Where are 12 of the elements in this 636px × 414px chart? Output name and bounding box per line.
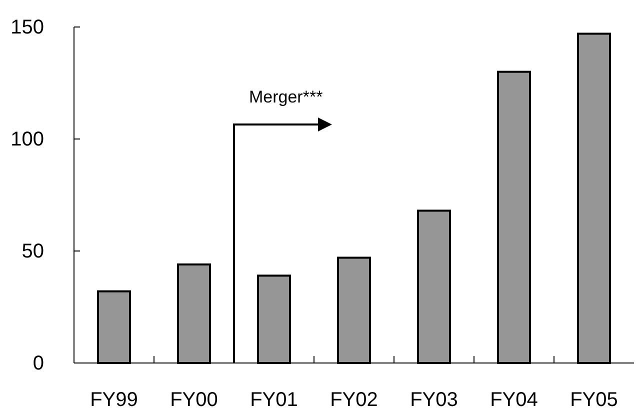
annotation: Merger*** [249, 87, 324, 106]
y-tick-label: 0 [32, 352, 44, 374]
x-tick-label: FY03 [410, 389, 458, 411]
x-tick-label: FY01 [250, 389, 298, 411]
x-tick-label: FY04 [490, 389, 538, 411]
y-tick-label: 150 [10, 16, 44, 38]
x-tick-label: FY02 [330, 389, 378, 411]
y-tick-label: 50 [22, 240, 44, 262]
x-tick-label: FY00 [170, 389, 218, 411]
y-tick-label: 100 [10, 128, 44, 150]
x-tick-label: FY99 [90, 389, 138, 411]
x-tick-label: FY05 [570, 389, 618, 411]
